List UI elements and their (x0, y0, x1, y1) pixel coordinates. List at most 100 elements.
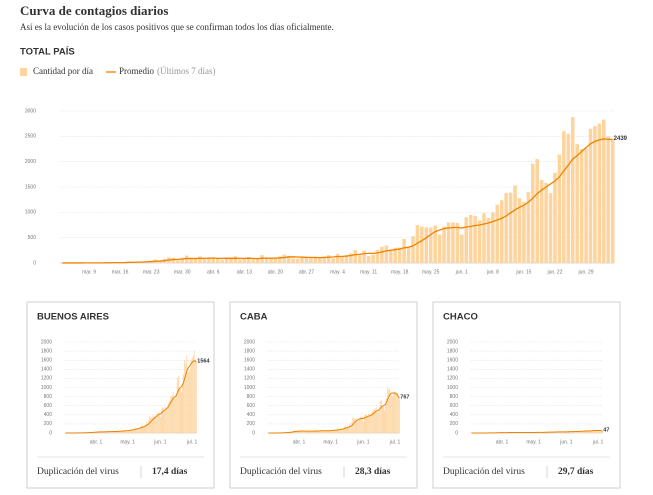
bar (395, 392, 397, 433)
bar (109, 431, 111, 433)
bar (140, 425, 142, 433)
bar (482, 213, 486, 263)
bar (393, 392, 395, 433)
bar (100, 431, 102, 433)
bar (602, 119, 606, 263)
bar (129, 430, 131, 433)
bar (389, 249, 393, 263)
x-tick-label: may. 4 (330, 269, 345, 275)
bar (155, 414, 157, 433)
y-tick-label: 600 (450, 403, 459, 409)
bar (591, 430, 593, 433)
y-tick-label: 1400 (244, 367, 255, 373)
bar (178, 387, 180, 433)
bar (309, 257, 313, 263)
bar (332, 431, 334, 433)
bar (365, 414, 366, 433)
bar (369, 415, 371, 433)
bar (424, 227, 429, 263)
bar (189, 259, 193, 263)
bar (508, 192, 513, 263)
bar (340, 255, 344, 263)
bar (588, 430, 589, 433)
bar (113, 431, 115, 433)
bar (566, 133, 571, 263)
bar (181, 392, 182, 433)
bar (356, 417, 358, 433)
bar (569, 431, 570, 433)
y-tick-label: 200 (247, 421, 256, 427)
bar (291, 258, 295, 263)
bar (233, 256, 238, 263)
bar (166, 408, 168, 433)
bar (301, 431, 303, 433)
bar (318, 257, 322, 263)
bar (157, 412, 159, 433)
bar (328, 430, 329, 433)
x-tick-label: jul. 1 (389, 439, 401, 445)
bar (184, 360, 186, 433)
x-tick-label: mar. 9 (82, 269, 96, 275)
bar (322, 257, 327, 263)
bar (495, 204, 500, 263)
bar (561, 431, 563, 433)
bar (108, 431, 110, 433)
bar (594, 430, 596, 433)
bar (338, 429, 340, 433)
bar (391, 396, 393, 433)
x-tick-label: jun. 8 (486, 269, 499, 275)
bar (586, 431, 587, 433)
bar (299, 431, 301, 433)
bar (175, 394, 177, 433)
bar (397, 396, 399, 433)
y-tick-label: 1400 (447, 367, 458, 373)
bar (517, 198, 522, 263)
bar (590, 430, 592, 433)
y-tick-label: 1400 (41, 367, 52, 373)
bar (220, 259, 224, 263)
bar (101, 431, 103, 433)
bar (446, 222, 451, 263)
bar (154, 418, 156, 433)
bar (125, 430, 126, 433)
bar (572, 431, 574, 433)
legend-label: Promedio (Últimos 7 días) (119, 66, 216, 76)
page-subtitle: Así es la evolución de los casos positiv… (20, 22, 334, 32)
x-tick-label: jul. 1 (186, 439, 198, 445)
bar (171, 395, 173, 433)
bar (148, 419, 150, 433)
y-tick-label: 800 (450, 394, 459, 400)
bar (385, 403, 386, 433)
bar (296, 431, 298, 433)
bar (350, 426, 352, 433)
bar (597, 430, 599, 433)
bar (147, 423, 149, 433)
bar (360, 416, 362, 433)
bar (321, 430, 323, 433)
bar (183, 373, 185, 433)
average-line (471, 429, 603, 434)
bar (313, 256, 318, 263)
bar (387, 387, 389, 433)
bar (118, 430, 120, 433)
bar (593, 430, 595, 433)
bar (158, 261, 162, 263)
bar (442, 226, 446, 263)
bar (383, 406, 384, 433)
y-tick-label: 1200 (244, 376, 255, 382)
doubling-value: 17,4 días (152, 467, 188, 477)
bar (579, 431, 581, 433)
bar (359, 417, 361, 433)
bar (152, 416, 154, 433)
x-tick-label: may. 1 (323, 439, 338, 445)
bar (460, 234, 464, 263)
bar (324, 430, 326, 433)
y-tick-label: 600 (44, 403, 53, 409)
y-tick-label: 800 (247, 394, 256, 400)
bar (132, 429, 134, 433)
bar (127, 430, 129, 433)
doubling-label: Duplicación del virus (37, 467, 119, 477)
bar (138, 427, 140, 433)
bar (362, 421, 364, 433)
bar (317, 431, 319, 433)
